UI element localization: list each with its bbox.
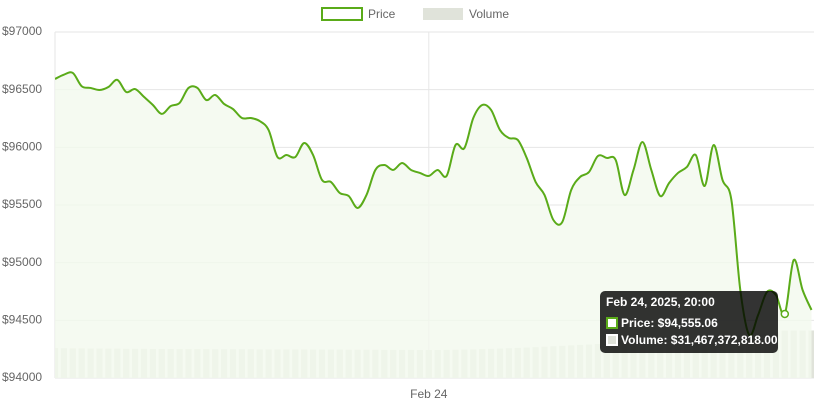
legend-label: Price [368,7,396,21]
y-tick-label: $97000 [2,24,42,38]
tooltip-box [600,291,778,353]
legend-swatch [321,7,363,21]
price-line [55,71,813,337]
y-tick-label: $94000 [2,370,42,384]
y-tick-label: $94500 [2,313,42,327]
x-tick-label: Feb 24 [410,387,448,401]
legend-swatch [423,8,463,20]
hover-point [780,309,790,319]
y-tick-label: $96000 [2,140,42,154]
tooltip: Feb 24, 2025, 20:00 Price: $94,555.06 Volu… [600,291,778,353]
tooltip-swatch [606,317,618,329]
legend-label: Volume [469,7,509,21]
y-tick-label: $95000 [2,255,42,269]
tooltip-swatch [606,334,618,346]
tooltip-item: Volume: $31,467,372,818.00 [621,333,778,347]
y-tick-label: $95500 [2,197,42,211]
tooltip-title: Feb 24, 2025, 20:00 [606,295,715,309]
tooltip-item: Price: $94,555.06 [621,316,718,330]
y-tick-label: $96500 [2,82,42,96]
